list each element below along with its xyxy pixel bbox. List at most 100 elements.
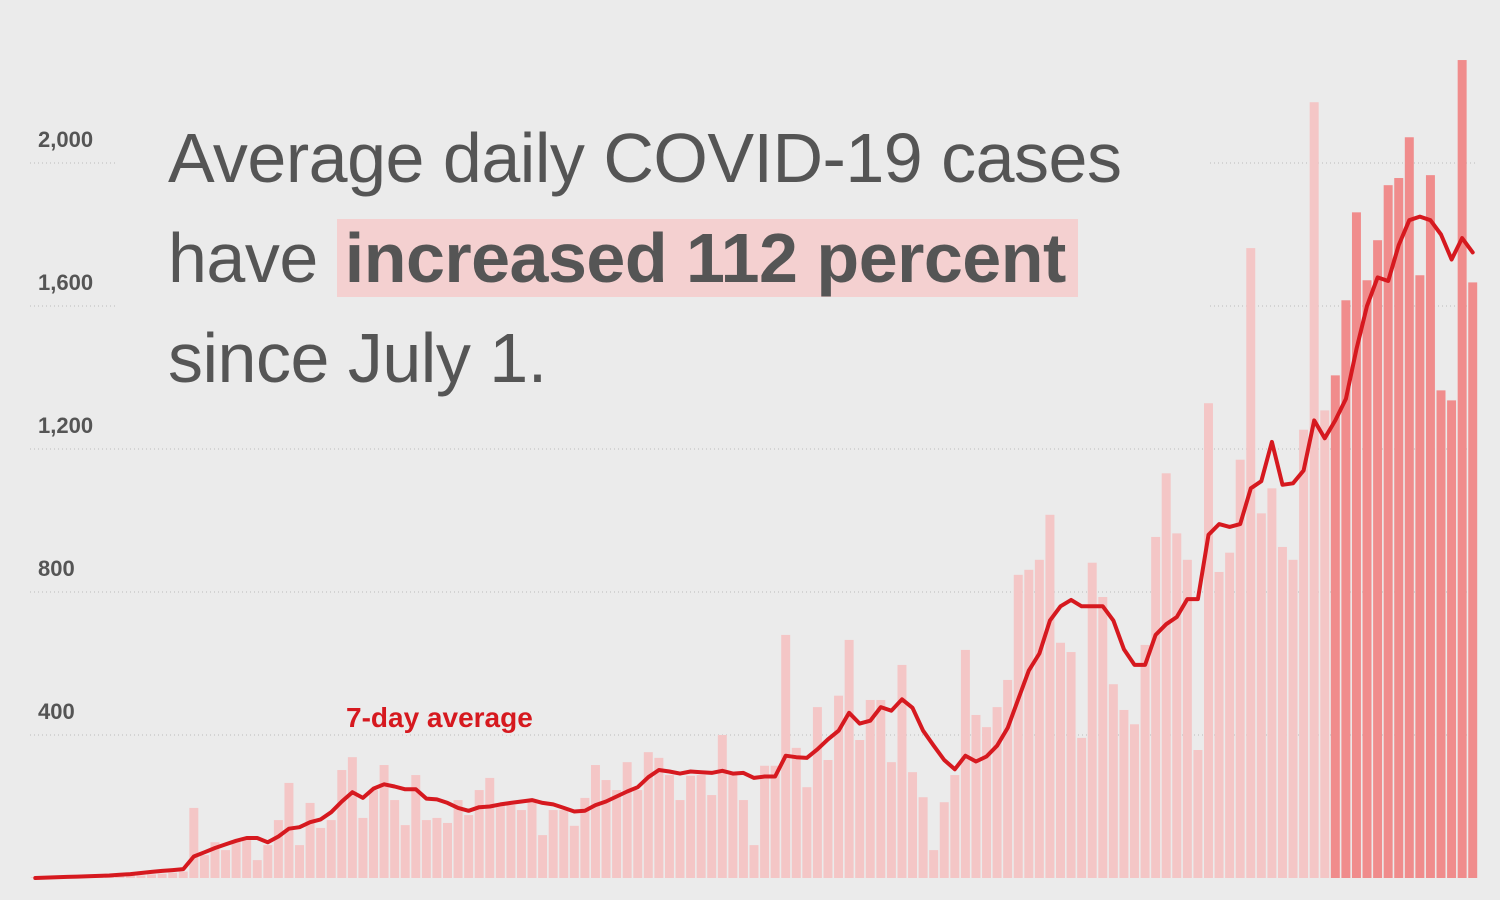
bar (1130, 724, 1139, 878)
bar (506, 805, 516, 878)
bar (347, 757, 357, 878)
bar (696, 775, 706, 878)
bar (1182, 559, 1192, 878)
bar (1468, 282, 1478, 878)
bar (992, 707, 1002, 878)
bar (622, 762, 632, 878)
bar (802, 787, 812, 878)
bar (1024, 569, 1034, 878)
bar (1066, 652, 1076, 878)
bar (1425, 175, 1435, 878)
bar (1330, 375, 1340, 878)
bar (950, 775, 960, 878)
bar (633, 790, 643, 878)
bar (210, 842, 220, 878)
bar (1172, 533, 1182, 878)
bar (791, 747, 801, 878)
bar (1394, 178, 1404, 878)
bar (443, 822, 452, 878)
headline-emphasis: increased 112 percent (336, 219, 1078, 297)
bar (189, 807, 199, 878)
bar (1108, 684, 1118, 878)
bar (1203, 403, 1213, 878)
bar (464, 815, 474, 878)
bar (1320, 410, 1330, 878)
bar (273, 820, 283, 878)
bar (316, 827, 326, 878)
bar (369, 790, 378, 878)
headline-part: since July 1. (168, 319, 547, 397)
bar (664, 775, 674, 878)
bar (1299, 429, 1309, 878)
bar (337, 770, 347, 878)
bar (168, 872, 178, 878)
bar (569, 825, 579, 878)
bar (147, 874, 157, 878)
bar (1447, 400, 1457, 878)
bar (1383, 185, 1393, 879)
bar (1151, 536, 1161, 878)
bar (1161, 473, 1171, 878)
bar (844, 639, 854, 878)
bar (400, 825, 410, 878)
y-tick-label: 1,600 (38, 270, 93, 295)
bar (1457, 60, 1467, 879)
average-line (33, 214, 1475, 880)
bar (221, 850, 231, 878)
bar (432, 817, 442, 878)
bar (738, 800, 748, 878)
bar (971, 714, 981, 878)
bar (1288, 559, 1298, 878)
bar (527, 800, 537, 878)
bar (1277, 546, 1287, 878)
bar (1013, 574, 1023, 878)
bar (326, 820, 336, 878)
bar (495, 805, 505, 878)
bar (1341, 300, 1351, 878)
bar (1119, 709, 1129, 878)
bar (1225, 552, 1235, 878)
bar (770, 765, 780, 878)
y-tick-label: 2,000 (38, 127, 93, 152)
bar (1045, 514, 1055, 878)
bar (918, 797, 928, 878)
bar (390, 800, 400, 878)
bar (590, 765, 600, 878)
bar (1267, 488, 1277, 878)
bar (823, 760, 833, 878)
bar (295, 845, 305, 878)
bar (178, 871, 188, 878)
bar (834, 695, 844, 878)
bar (643, 752, 653, 878)
bar (516, 810, 526, 878)
bar (728, 775, 738, 878)
bar (939, 802, 949, 878)
bar (717, 735, 727, 878)
y-tick-label: 1,200 (38, 413, 93, 438)
bar (1034, 559, 1044, 878)
bar (580, 797, 590, 878)
line-label: 7-day average (346, 702, 533, 733)
bar (982, 727, 992, 878)
bar (601, 780, 611, 878)
bar (686, 775, 696, 878)
bar (749, 845, 759, 878)
bar (252, 860, 262, 878)
bar (358, 817, 368, 878)
bar (812, 707, 822, 878)
bar (1056, 642, 1065, 878)
bar (612, 790, 622, 878)
bar (865, 699, 875, 878)
bar (1373, 240, 1383, 879)
bar (1256, 513, 1266, 878)
headline-part: Average daily COVID-19 cases (168, 119, 1122, 197)
bar (115, 876, 125, 878)
bar (1193, 750, 1203, 878)
bar (231, 840, 241, 878)
bar (675, 800, 685, 878)
bar (1087, 562, 1097, 878)
bar (125, 875, 135, 878)
bar (929, 850, 939, 878)
bar (1003, 679, 1013, 878)
bar (1404, 137, 1414, 878)
